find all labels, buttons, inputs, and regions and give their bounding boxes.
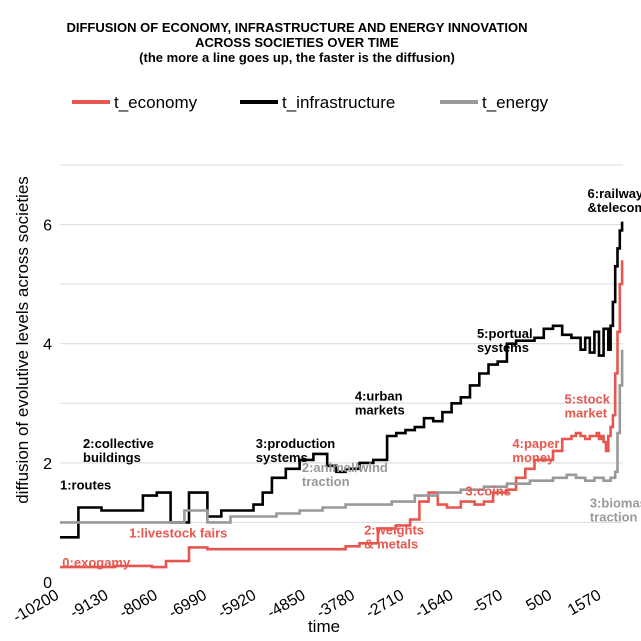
y-tick-label: 6 <box>43 218 52 235</box>
plot-area <box>60 221 624 569</box>
x-tick-label: -570 <box>469 587 505 618</box>
chart-title-line: (the more a line goes up, the faster is … <box>139 50 455 65</box>
legend-label: t_economy <box>114 93 198 112</box>
annotation-label: 3:biomass <box>590 496 641 511</box>
legend-label: t_infrastructure <box>282 93 395 112</box>
annotation-label: 4:urban <box>355 388 403 403</box>
y-axis-label: diffusion of evolutive levels across soc… <box>13 176 32 504</box>
x-tick-label: -8060 <box>117 587 161 622</box>
chart-title-line: DIFFUSION OF ECONOMY, INFRASTRUCTURE AND… <box>66 20 527 35</box>
annotation-label: 2:animal/wind <box>302 460 388 475</box>
legend: t_economy t_infrastructure t_energy <box>72 93 549 112</box>
y-tick-label: 2 <box>43 456 52 473</box>
annotation-label: & metals <box>364 536 418 551</box>
annotation-label: 2:weights <box>364 522 424 537</box>
annotations: 0:exogamy 1:livestock fairs 2:weights& met… <box>60 186 641 570</box>
x-tick-label: -6990 <box>166 587 210 622</box>
x-tick-label: -1640 <box>412 587 456 622</box>
annotation-label: money <box>512 450 555 465</box>
x-tick-label: 500 <box>523 587 555 615</box>
annotation-label: 1:routes <box>60 478 111 493</box>
chart-title: DIFFUSION OF ECONOMY, INFRASTRUCTURE AND… <box>66 20 527 65</box>
chart-title-line: ACROSS SOCIETIES OVER TIME <box>195 35 399 50</box>
y-axis-ticks: 0 2 4 6 <box>43 218 52 592</box>
annotation-label: 6:railways <box>588 186 641 201</box>
x-tick-label: -5920 <box>215 587 259 622</box>
x-tick-label: -2710 <box>363 587 407 622</box>
annotation-label: 4:paper <box>512 436 559 451</box>
annotation-label: systems <box>256 450 308 465</box>
legend-label: t_energy <box>482 93 549 112</box>
annotation-label: buildings <box>83 450 141 465</box>
annotation-label: 3:production <box>256 436 335 451</box>
annotation-label: 5:portual <box>477 326 533 341</box>
series-line-t_economy <box>60 260 624 569</box>
annotation-label: 5:stock <box>564 391 610 406</box>
x-tick-label: -4850 <box>265 587 309 622</box>
series-line-t_energy <box>60 349 624 524</box>
annotation-label: 1:livestock fairs <box>129 525 227 540</box>
y-tick-label: 0 <box>43 575 52 592</box>
x-axis-label: time <box>308 617 340 636</box>
x-tick-label: 1570 <box>565 587 604 620</box>
annotation-label: &telecom <box>588 200 641 215</box>
x-tick-label: -10200 <box>10 587 62 627</box>
annotation-label: systems <box>477 340 529 355</box>
y-tick-label: 4 <box>43 337 52 354</box>
annotation-label: traction <box>590 510 638 525</box>
series-line-t_infrastructure <box>60 221 624 539</box>
annotation-label: 0:exogamy <box>62 555 131 570</box>
annotation-label: market <box>564 405 607 420</box>
annotation-label: 3:coins <box>465 484 511 499</box>
x-tick-label: -9130 <box>67 587 111 622</box>
annotation-label: 2:collective <box>83 436 154 451</box>
annotation-label: markets <box>355 402 405 417</box>
annotation-label: traction <box>302 474 350 489</box>
